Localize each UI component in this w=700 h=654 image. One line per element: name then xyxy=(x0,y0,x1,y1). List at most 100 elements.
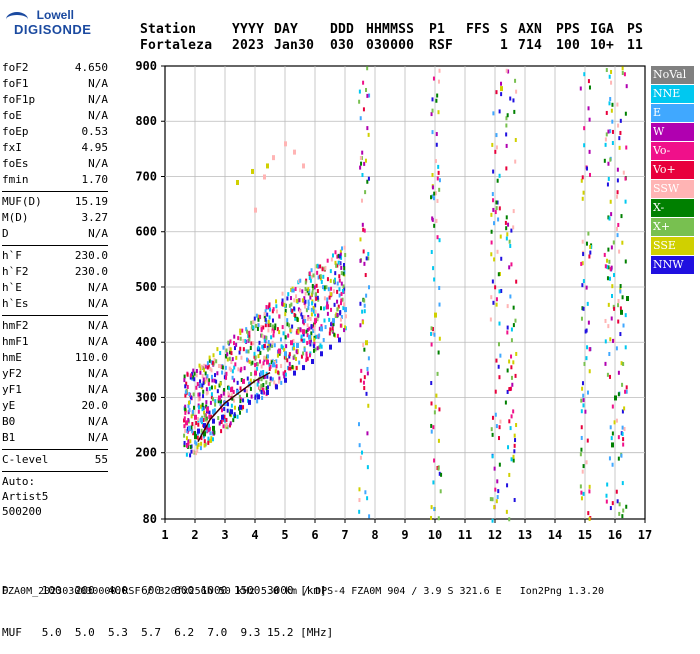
echo-pixel xyxy=(279,337,282,342)
echo-pixel xyxy=(582,190,585,195)
echo-pixel xyxy=(340,298,343,303)
echo-pixel xyxy=(205,416,208,421)
echo-pixel xyxy=(322,338,325,343)
echo-pixel xyxy=(338,278,341,283)
table-cell: 400 xyxy=(94,584,128,597)
echo-pixel xyxy=(621,425,624,430)
echo-pixel xyxy=(201,374,204,379)
echo-pixel xyxy=(440,472,443,477)
echo-pixel xyxy=(195,441,198,446)
echo-pixel xyxy=(363,303,366,308)
echo-pixel xyxy=(245,349,248,354)
param-value: N/A xyxy=(88,367,108,380)
echo-pixel xyxy=(320,324,323,329)
echo-pixel xyxy=(496,495,499,500)
echo-pixel xyxy=(314,312,317,317)
echo-pixel xyxy=(607,247,610,252)
echo-pixel xyxy=(267,347,270,352)
echo-pixel xyxy=(270,335,273,340)
echo-pixel xyxy=(340,271,343,276)
echo-pixel xyxy=(217,399,220,404)
echo-pixel xyxy=(271,326,274,331)
echo-pixel xyxy=(611,404,614,409)
series-nnw-point xyxy=(338,337,341,343)
echo-pixel xyxy=(490,240,493,245)
echo-pixel xyxy=(255,313,258,318)
echo-pixel xyxy=(288,361,291,366)
echo-pixel xyxy=(430,429,433,434)
echo-pixel xyxy=(496,178,499,183)
echo-pixel xyxy=(365,293,368,298)
param-row: yF2 N/A xyxy=(2,366,108,382)
echo-pixel xyxy=(496,249,499,254)
echo-pixel xyxy=(183,424,186,429)
echo-pixel xyxy=(432,480,435,485)
echo-pixel xyxy=(436,371,439,376)
echo-pixel xyxy=(606,258,609,263)
echo-pixel xyxy=(430,423,433,428)
echo-pixel xyxy=(316,263,319,268)
echo-pixel xyxy=(433,332,436,337)
echo-pixel xyxy=(363,375,366,380)
legend-entry-w: W xyxy=(651,123,694,141)
echo-pixel xyxy=(619,289,622,294)
echo-pixel xyxy=(314,322,317,327)
echo-pixel xyxy=(605,132,608,137)
echo-pixel xyxy=(498,462,501,467)
echo-pixel xyxy=(433,191,436,196)
echo-pixel xyxy=(580,447,583,452)
x-tick-label: 8 xyxy=(371,528,378,542)
echo-pixel xyxy=(508,265,511,270)
echo-pixel xyxy=(438,285,441,290)
echo-pixel xyxy=(587,79,590,84)
param-value: 4.650 xyxy=(74,61,108,74)
echo-pixel xyxy=(317,275,320,280)
param-divider xyxy=(2,471,108,472)
echo-pixel xyxy=(494,210,497,215)
echo-pixel xyxy=(514,138,517,143)
echo-pixel xyxy=(229,421,232,426)
echo-pixel xyxy=(206,390,209,395)
echo-pixel xyxy=(588,489,591,494)
series-ssw-point xyxy=(272,155,275,161)
echo-pixel xyxy=(192,392,195,397)
param-name: D xyxy=(2,227,9,240)
echo-pixel xyxy=(282,331,285,336)
header-row1-cell: S xyxy=(500,22,509,37)
echo-pixel xyxy=(360,198,363,203)
echo-pixel xyxy=(618,249,621,254)
echo-pixel xyxy=(605,499,608,504)
echo-pixel xyxy=(214,402,217,407)
echo-pixel xyxy=(339,317,342,322)
echo-pixel xyxy=(239,346,242,351)
param-row: h`F2 230.0 xyxy=(2,264,108,280)
legend-entry-vo: Vo- xyxy=(651,142,694,160)
echo-pixel xyxy=(209,400,212,405)
echo-pixel xyxy=(588,85,591,90)
echo-pixel xyxy=(328,291,331,296)
echo-pixel xyxy=(513,498,516,503)
echo-pixel xyxy=(226,357,229,362)
echo-pixel xyxy=(609,96,612,101)
echo-pixel xyxy=(292,288,295,293)
echo-pixel xyxy=(286,358,289,363)
echo-pixel xyxy=(509,294,512,299)
series-ssw-point xyxy=(263,174,266,180)
echo-pixel xyxy=(617,370,620,375)
echo-pixel xyxy=(433,410,436,415)
echo-pixel xyxy=(364,158,367,163)
header-row2-cell: 100 xyxy=(556,38,581,53)
echo-pixel xyxy=(497,272,500,277)
echo-pixel xyxy=(312,329,315,334)
echo-pixel xyxy=(508,387,511,392)
echo-pixel xyxy=(490,427,493,432)
echo-pixel xyxy=(248,359,251,364)
echo-pixel xyxy=(362,107,365,112)
echo-pixel xyxy=(206,425,209,430)
echo-pixel xyxy=(321,267,324,272)
echo-pixel xyxy=(245,327,248,332)
echo-pixel xyxy=(186,444,189,449)
echo-pixel xyxy=(438,68,441,73)
echo-pixel xyxy=(622,437,625,442)
echo-pixel xyxy=(605,493,608,498)
